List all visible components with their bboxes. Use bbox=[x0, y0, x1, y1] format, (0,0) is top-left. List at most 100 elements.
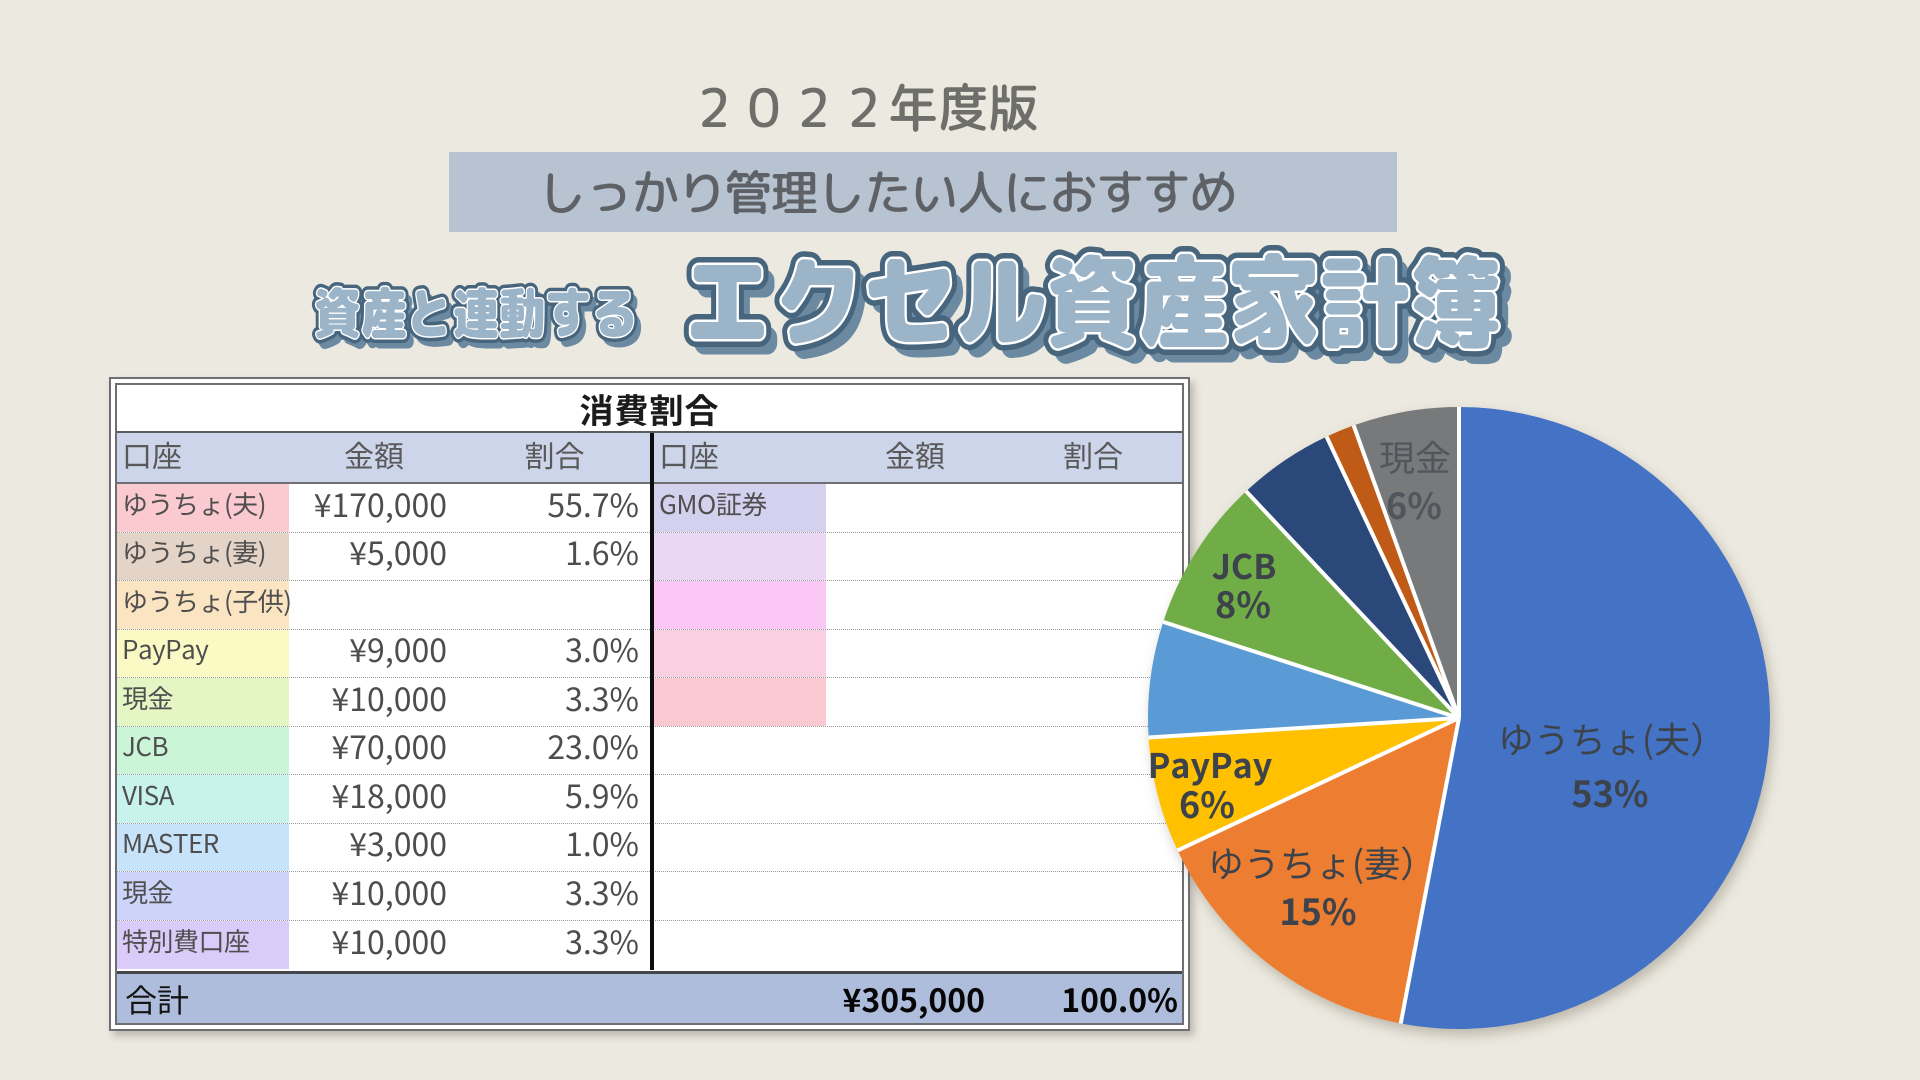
amount-value: ¥18,000 bbox=[331, 771, 447, 818]
header-label: 割合 bbox=[1063, 431, 1123, 476]
year-edition-label: ２０２２年度版 bbox=[689, 70, 1038, 144]
amount-cell-right bbox=[826, 824, 1004, 872]
account-label: 現金 bbox=[122, 678, 174, 716]
account-cell-left: ゆうちょ(夫) bbox=[117, 484, 289, 532]
ratio-value: 1.0% bbox=[565, 820, 639, 867]
ratio-value: 3.3% bbox=[565, 868, 639, 915]
pie-pct-label-1: 15% bbox=[1279, 884, 1357, 936]
amount-value: ¥70,000 bbox=[331, 723, 447, 770]
amount-cell-left: ¥10,000 bbox=[289, 678, 459, 726]
pie-slice-separator bbox=[1324, 435, 1461, 719]
table-header-row: 口座 金額 割合 口座 金額 割合 bbox=[117, 433, 1182, 484]
header-account-right: 口座 bbox=[654, 433, 826, 482]
account-label: MASTER bbox=[122, 824, 219, 862]
table-row: ゆうちょ(夫) ¥170,000 55.7% GMO証券 bbox=[117, 484, 1182, 533]
account-cell-right bbox=[654, 727, 826, 775]
account-cell-right: GMO証券 bbox=[654, 484, 826, 532]
account-cell-left: PayPay bbox=[117, 629, 289, 677]
amount-cell-right bbox=[826, 678, 1004, 726]
pie-slice-separator bbox=[1398, 717, 1461, 1024]
pie-label-4: JCB bbox=[1211, 540, 1277, 589]
ratio-cell-left: 1.0% bbox=[459, 824, 650, 872]
amount-cell-left: ¥10,000 bbox=[289, 872, 459, 920]
amount-cell-left: ¥10,000 bbox=[289, 921, 459, 970]
main-title-highlight: エクセル資産家計簿 bbox=[680, 230, 1504, 370]
ratio-cell-left: 55.7% bbox=[459, 484, 650, 532]
pie-label-2: PayPay bbox=[1147, 739, 1273, 788]
amount-cell-left: ¥3,000 bbox=[289, 824, 459, 872]
amount-cell-right bbox=[826, 775, 1004, 823]
header-label: 口座 bbox=[122, 431, 182, 476]
account-cell-left: JCB bbox=[117, 726, 289, 774]
table-title-row: 消費割合 bbox=[117, 383, 1182, 433]
header-ratio-right: 割合 bbox=[1004, 433, 1182, 482]
total-amount: ¥305,000 bbox=[842, 975, 985, 1022]
amount-cell-right bbox=[826, 581, 1004, 629]
main-title-shadow: エクセル資産家計簿 bbox=[685, 240, 1514, 380]
pie-pct-label-4: 8% bbox=[1215, 577, 1271, 629]
catchphrase-shadow: 資産と連動する bbox=[316, 281, 645, 358]
amount-value: ¥10,000 bbox=[331, 674, 447, 721]
table-row: PayPay ¥9,000 3.0% bbox=[117, 629, 1182, 678]
ratio-cell-left: 3.3% bbox=[459, 921, 650, 970]
account-cell-left: 現金 bbox=[117, 678, 289, 726]
pie-slice-5 bbox=[1246, 436, 1459, 718]
amount-value: ¥9,000 bbox=[349, 626, 447, 673]
header-amount-right: 金額 bbox=[826, 433, 1004, 482]
pie-slice-separator bbox=[1244, 489, 1461, 720]
pie-slice-3 bbox=[1147, 621, 1459, 738]
total-ratio: 100.0% bbox=[1061, 975, 1178, 1022]
account-label: VISA bbox=[122, 775, 174, 813]
amount-cell-left: ¥5,000 bbox=[289, 533, 459, 581]
main-title: エクセル資産家計簿 エクセル資産家計簿 エクセル資産家計簿 エクセル資産家計簿 bbox=[675, 230, 1514, 370]
pie-pct-label-7: 6% bbox=[1386, 478, 1442, 530]
amount-cell-right bbox=[826, 921, 1004, 970]
ratio-value: 3.3% bbox=[565, 917, 639, 964]
account-label: PayPay bbox=[122, 630, 209, 668]
account-cell-left: MASTER bbox=[117, 823, 289, 871]
pie-chart bbox=[1147, 407, 1771, 1029]
consumption-table: 消費割合 口座 金額 割合 口座 金額 割合 ゆうちょ(夫) ¥170,000 … bbox=[109, 377, 1190, 1031]
account-cell-right bbox=[654, 678, 826, 726]
amount-cell-left: ¥18,000 bbox=[289, 775, 459, 823]
catchphrase-fill: 資産と連動する bbox=[314, 274, 638, 351]
amount-value: ¥10,000 bbox=[331, 917, 447, 964]
pie-slice-0 bbox=[1400, 407, 1771, 1029]
account-cell-right bbox=[654, 921, 826, 970]
pie-slice-separator bbox=[1351, 424, 1461, 719]
account-cell-right bbox=[654, 581, 826, 629]
pie-pct-label-2: 6% bbox=[1179, 777, 1235, 829]
consumption-table-inner: 消費割合 口座 金額 割合 口座 金額 割合 ゆうちょ(夫) ¥170,000 … bbox=[115, 383, 1184, 1025]
ratio-value: 23.0% bbox=[547, 723, 639, 770]
pie-slice-separator bbox=[1176, 716, 1460, 853]
pie-label-0: ゆうちょ(夫） bbox=[1497, 712, 1727, 764]
account-label: ゆうちょ(妻) bbox=[122, 533, 267, 571]
amount-value: ¥170,000 bbox=[313, 480, 447, 527]
amount-cell-left: ¥170,000 bbox=[289, 484, 459, 532]
table-row: 現金 ¥10,000 3.3% bbox=[117, 678, 1182, 727]
ratio-cell-left: 1.6% bbox=[459, 533, 650, 581]
pie-slice-1 bbox=[1177, 718, 1459, 1024]
pie-slice-separator bbox=[1162, 619, 1460, 720]
amount-cell-left: ¥9,000 bbox=[289, 630, 459, 678]
ratio-cell-left: 5.9% bbox=[459, 775, 650, 823]
pie-slice-separator bbox=[1148, 716, 1460, 740]
header-label: 金額 bbox=[344, 431, 404, 476]
account-label: ゆうちょ(子供) bbox=[122, 581, 292, 619]
table-total-row: 合計 ¥305,000 100.0% bbox=[117, 971, 1182, 1023]
account-cell-left: ゆうちょ(妻) bbox=[117, 532, 289, 580]
table-title: 消費割合 bbox=[579, 383, 720, 433]
table-row: MASTER ¥3,000 1.0% bbox=[117, 823, 1182, 872]
table-row: ゆうちょ(子供) bbox=[117, 581, 1182, 630]
header-amount-left: 金額 bbox=[289, 433, 459, 482]
amount-cell-left bbox=[289, 581, 459, 629]
header-label: 金額 bbox=[885, 431, 945, 476]
header-ratio-left: 割合 bbox=[459, 433, 650, 482]
table-row: ゆうちょ(妻) ¥5,000 1.6% bbox=[117, 532, 1182, 581]
amount-value: ¥10,000 bbox=[331, 868, 447, 915]
account-cell-right bbox=[654, 824, 826, 872]
total-label: 合計 bbox=[125, 975, 190, 1022]
amount-cell-right bbox=[826, 533, 1004, 581]
catchphrase-outline: 資産と連動する bbox=[310, 274, 642, 351]
